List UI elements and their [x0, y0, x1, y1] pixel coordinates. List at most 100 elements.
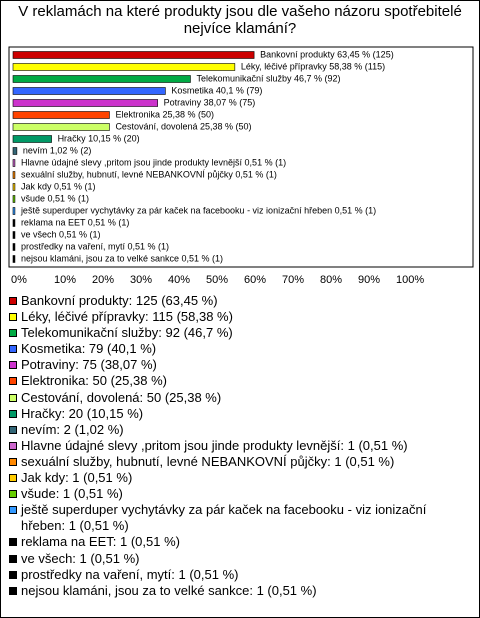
legend-label: sexuální služby, hubnutí, levné NEBANKOV…	[21, 453, 395, 469]
legend-item: Bankovní produkty: 125 (63,45 %)	[9, 293, 471, 309]
legend-swatch	[9, 506, 17, 515]
bar	[12, 183, 16, 191]
value-label: Bankovní produkty 63,45 % (125)	[260, 49, 394, 59]
legend-label: Telekomunikační služby: 92 (46,7 %)	[21, 325, 233, 341]
plot-frame	[8, 46, 474, 268]
x-tick-label: 60%	[244, 274, 266, 286]
x-tick-label: 80%	[320, 274, 342, 286]
legend-label: Bankovní produkty: 125 (63,45 %)	[21, 293, 218, 308]
legend-item: všude: 1 (0,51 %)	[9, 486, 471, 502]
bar	[12, 255, 16, 263]
legend-label: Léky, léčivé přípravky: 115 (58,38 %)	[21, 309, 233, 325]
legend-label: ve všech: 1 (0,51 %)	[21, 550, 140, 566]
bar	[12, 63, 236, 71]
legend-swatch	[9, 554, 17, 563]
legend-item: Hračky: 20 (10,15 %)	[9, 406, 471, 422]
bar	[12, 159, 16, 167]
legend-label: Jak kdy: 1 (0,51 %)	[21, 470, 133, 486]
legend-swatch	[9, 425, 17, 434]
legend-item: Jak kdy: 1 (0,51 %)	[9, 470, 471, 486]
legend-item: Potraviny: 75 (38,07 %)	[9, 357, 471, 373]
bar	[12, 243, 16, 251]
bar	[12, 135, 52, 143]
legend-label: ještě superduper vychytávky za pár kaček…	[21, 502, 427, 534]
legend-label: prostředky na vaření, mytí: 1 (0,51 %)	[21, 566, 239, 582]
legend-label: Hračky: 20 (10,15 %)	[21, 405, 144, 421]
legend-swatch	[9, 377, 17, 386]
legend-swatch	[9, 570, 17, 579]
value-label: Kosmetika 40,1 % (79)	[171, 85, 262, 95]
legend-item: ještě superduper vychytávky za pár kaček…	[9, 502, 471, 534]
bar	[12, 99, 158, 107]
legend-swatch	[9, 474, 17, 483]
legend-label: reklama na EET: 1 (0,51 %)	[21, 534, 180, 550]
value-label: ve všech 0,51 % (1)	[21, 229, 101, 239]
x-tick-label: 100%	[396, 274, 424, 286]
legend-swatch	[9, 538, 17, 547]
legend-swatch	[9, 393, 17, 402]
legend-item: Cestování, dovolená: 50 (25,38 %)	[9, 390, 471, 406]
value-label: Hračky 10,15 % (20)	[58, 133, 140, 143]
x-tick-label: 30%	[130, 274, 152, 286]
legend-swatch	[9, 586, 17, 595]
x-tick-label: 10%	[54, 274, 76, 286]
bar	[12, 147, 18, 155]
bar	[12, 51, 255, 59]
legend-label: Cestování, dovolená: 50 (25,38 %)	[21, 389, 222, 405]
chart: 0% 10% 20% 30% 40% 50% 60% 70% 80% 90% 100% Bankovn…	[8, 46, 474, 286]
value-label: Léky, léčivé přípravky 58,38 % (115)	[241, 61, 385, 71]
legend-swatch	[9, 361, 17, 370]
value-label: Potraviny 38,07 % (75)	[164, 97, 256, 107]
bar	[12, 123, 110, 131]
legend-swatch	[9, 329, 17, 338]
legend-swatch	[9, 441, 17, 450]
legend-swatch	[9, 297, 17, 305]
legend-item: reklama na EET: 1 (0,51 %)	[9, 534, 471, 550]
legend-label: všude: 1 (0,51 %)	[21, 486, 123, 502]
bar	[12, 207, 16, 215]
legend-label: Kosmetika: 79 (40,1 %)	[21, 341, 157, 357]
bar	[12, 231, 16, 239]
legend-item: Kosmetika: 79 (40,1 %)	[9, 341, 471, 357]
legend-item: nejsou klamáni, jsou za to velké sankce:…	[9, 583, 471, 599]
bar	[12, 87, 166, 95]
legend-item: Telekomunikační služby: 92 (46,7 %)	[9, 325, 471, 341]
value-label: Elektronika 25,38 % (50)	[115, 109, 214, 119]
x-tick-label: 40%	[168, 274, 190, 286]
legend-item: nevím: 2 (1,02 %)	[9, 422, 471, 438]
legend-item: sexuální služby, hubnutí, levné NEBANKOV…	[9, 454, 471, 470]
x-tick-label: 70%	[282, 274, 304, 286]
value-label: prostředky na vaření, mytí 0,51 % (1)	[21, 241, 169, 251]
bar	[12, 75, 191, 83]
bar	[12, 111, 110, 119]
value-label: Hlavne údajné slevy ,pritom jsou jinde p…	[21, 157, 286, 167]
legend-swatch	[9, 345, 17, 354]
value-label: Cestování, dovolená 25,38 % (50)	[115, 121, 251, 131]
legend-label: Potraviny: 75 (38,07 %)	[21, 357, 157, 373]
legend-item: prostředky na vaření, mytí: 1 (0,51 %)	[9, 567, 471, 583]
chart-title: V reklamách na které produkty jsou dle v…	[18, 3, 462, 37]
legend: Bankovní produkty: 125 (63,45 %) Léky, lé…	[9, 293, 471, 599]
value-label: Telekomunikační služby 46,7 % (92)	[196, 73, 340, 83]
value-label: ještě superduper vychytávky za pár kaček…	[20, 205, 376, 215]
value-label: Jak kdy 0,51 % (1)	[21, 181, 96, 191]
x-tick-label: 0%	[11, 274, 27, 286]
bar	[12, 171, 16, 179]
legend-item: Léky, léčivé přípravky: 115 (58,38 %)	[9, 309, 471, 325]
bar	[12, 195, 16, 203]
legend-swatch	[9, 490, 17, 499]
legend-item: Hlavne údajné slevy ,pritom jsou jinde p…	[9, 438, 471, 454]
x-tick-label: 20%	[92, 274, 114, 286]
value-label: sexuální služby, hubnutí, levné NEBANKOV…	[21, 169, 277, 179]
legend-swatch	[9, 409, 17, 418]
legend-label: nejsou klamáni, jsou za to velké sankce:…	[21, 582, 317, 598]
legend-swatch	[9, 457, 17, 466]
value-label: nevím 1,02 % (2)	[23, 145, 92, 155]
value-label: všude 0,51 % (1)	[21, 193, 89, 203]
value-label: nejsou klamáni, jsou za to velké sankce …	[21, 253, 223, 263]
value-label: reklama na EET 0,51 % (1)	[21, 217, 129, 227]
legend-label: Elektronika: 50 (25,38 %)	[21, 373, 167, 389]
bar	[12, 219, 16, 227]
x-tick-label: 50%	[206, 274, 228, 286]
